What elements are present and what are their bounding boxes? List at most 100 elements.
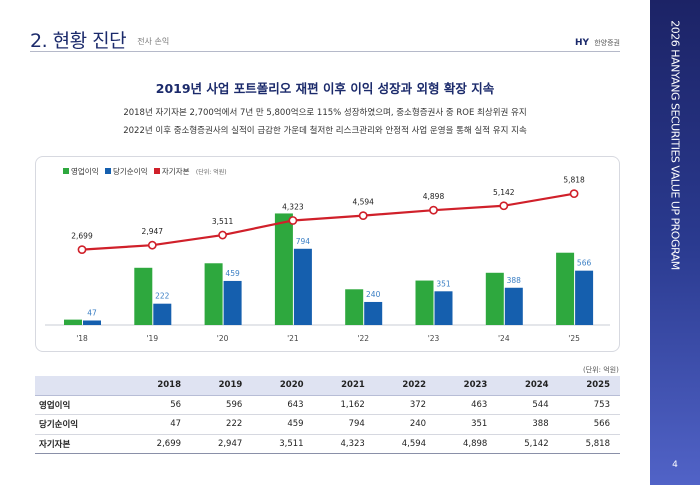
x-tick-label: '25 <box>568 334 580 343</box>
bar-operating <box>415 280 434 325</box>
description-line-2: 2022년 이후 중소형증권사의 실적이 급감한 가운데 철저한 리스크관리와 … <box>123 126 527 136</box>
table-cell: 4,898 <box>436 434 498 454</box>
table-cell: 240 <box>374 414 437 435</box>
table-cell: 47 <box>129 414 192 435</box>
table-row-equity: 자기자본 2,699 2,947 3,511 4,323 4,594 4,898… <box>35 434 620 454</box>
legend-equity-label: 자기자본 <box>161 167 190 176</box>
page-subtitle: 전사 손익 <box>137 37 170 46</box>
table-cell: 372 <box>374 395 437 415</box>
legend-net: 당기순이익 <box>105 167 148 176</box>
legend-equity: 자기자본 <box>153 167 190 176</box>
bar-net-label: 566 <box>577 259 592 268</box>
table-cell: 4,323 <box>313 434 375 454</box>
table-cell: 3,511 <box>252 434 314 454</box>
table-cell: 1,162 <box>313 395 375 415</box>
header-divider <box>30 51 620 52</box>
bar-net <box>575 270 594 325</box>
table-header-row: 2018 2019 2020 2021 2022 2023 2024 2025 <box>35 376 620 396</box>
logo-mark: HY <box>575 38 590 48</box>
table-cell: 2,947 <box>191 434 253 454</box>
x-tick-label: '20 <box>217 334 229 343</box>
bar-operating <box>274 213 293 325</box>
equity-label: 4,323 <box>282 202 304 211</box>
bar-net-label: 388 <box>507 276 522 285</box>
bar-net <box>153 303 172 325</box>
headline: 2019년 사업 포트폴리오 재편 이후 이익 성장과 외형 확장 지속 <box>155 81 495 96</box>
row-label: 영업이익 <box>35 395 130 415</box>
bar-net-label: 222 <box>155 292 170 301</box>
x-tick-label: '21 <box>287 334 299 343</box>
equity-label: 3,511 <box>212 217 234 226</box>
bar-net-label: 240 <box>366 290 381 299</box>
bar-operating <box>204 263 223 325</box>
equity-label: 2,699 <box>71 232 93 241</box>
table-unit: (단위: 억원) <box>583 366 619 374</box>
table-cell: 566 <box>558 414 620 435</box>
company-logo: HY 한양증권 <box>575 38 620 48</box>
chart-legend: 영업이익 당기순이익 자기자본 (단위: 억원) <box>63 166 227 177</box>
equity-label: 5,142 <box>493 188 515 197</box>
table-cell: 388 <box>497 414 559 435</box>
equity-point <box>77 245 87 255</box>
table-cell: 4,594 <box>374 434 437 454</box>
bar-operating <box>485 272 504 325</box>
legend-swatch-equity <box>153 168 160 174</box>
bar-net-label: 459 <box>225 269 240 278</box>
table-cell: 2,699 <box>129 434 192 454</box>
equity-label: 4,898 <box>423 192 445 201</box>
data-table: 2018 2019 2020 2021 2022 2023 2024 2025 … <box>35 376 620 454</box>
table-cell: 643 <box>252 395 314 415</box>
bar-operating <box>134 267 153 325</box>
x-tick-label: '19 <box>146 334 158 343</box>
equity-point <box>147 240 157 250</box>
bar-net-label: 794 <box>296 237 311 246</box>
description-line-1: 2018년 자기자본 2,700억에서 7년 만 5,800억으로 115% 성… <box>123 108 527 118</box>
bar-net <box>293 248 312 325</box>
logo-text: 한양증권 <box>594 39 620 47</box>
equity-label: 2,947 <box>142 227 164 236</box>
table-row-net: 당기순이익 47 222 459 794 240 351 388 566 <box>35 414 620 435</box>
table-cell: 596 <box>191 395 253 415</box>
x-tick-label: '24 <box>498 334 510 343</box>
table-corner <box>35 376 130 396</box>
equity-label: 5,818 <box>563 176 585 185</box>
bar-net-label: 47 <box>87 308 97 317</box>
table-cell: 351 <box>436 414 498 435</box>
table-row-operating: 영업이익 56 596 643 1,162 372 463 544 753 <box>35 395 620 415</box>
table-cell: 544 <box>497 395 559 415</box>
equity-point <box>218 230 227 240</box>
table-header-year: 2018 <box>129 376 192 396</box>
bar-net <box>434 291 453 325</box>
legend-swatch-operating <box>63 168 69 174</box>
bar-operating <box>345 289 364 325</box>
equity-label: 4,594 <box>352 198 374 207</box>
table-cell: 5,142 <box>497 434 559 454</box>
x-tick-label: '23 <box>428 334 440 343</box>
row-label: 자기자본 <box>35 434 130 454</box>
table-cell: 5,818 <box>558 434 620 454</box>
bar-operating <box>64 319 82 325</box>
table-cell: 753 <box>558 395 620 415</box>
bar-net <box>364 301 383 325</box>
page-title: 2. 현황 진단 <box>30 30 127 52</box>
bar-net <box>223 280 242 325</box>
row-label: 당기순이익 <box>35 414 130 435</box>
equity-line <box>81 192 575 251</box>
sidebar-band: 2026 HANYANG SECURITIES VALUE UP PROGRAM… <box>650 0 700 485</box>
table-header-year: 2021 <box>313 376 375 396</box>
table-header-year: 2020 <box>252 376 314 396</box>
table-header-year: 2022 <box>374 376 437 396</box>
equity-point <box>288 216 298 225</box>
table-header-year: 2025 <box>558 376 620 396</box>
legend-operating-label: 영업이익 <box>71 167 99 176</box>
bar-net <box>83 320 101 325</box>
page-number: 4 <box>672 460 678 470</box>
equity-point <box>569 189 579 199</box>
legend-swatch-net <box>105 168 111 174</box>
legend-unit: (단위: 억원) <box>195 169 227 176</box>
table-cell: 794 <box>313 414 375 435</box>
bar-net <box>504 287 523 325</box>
table-cell: 222 <box>191 414 253 435</box>
equity-point <box>358 211 368 221</box>
